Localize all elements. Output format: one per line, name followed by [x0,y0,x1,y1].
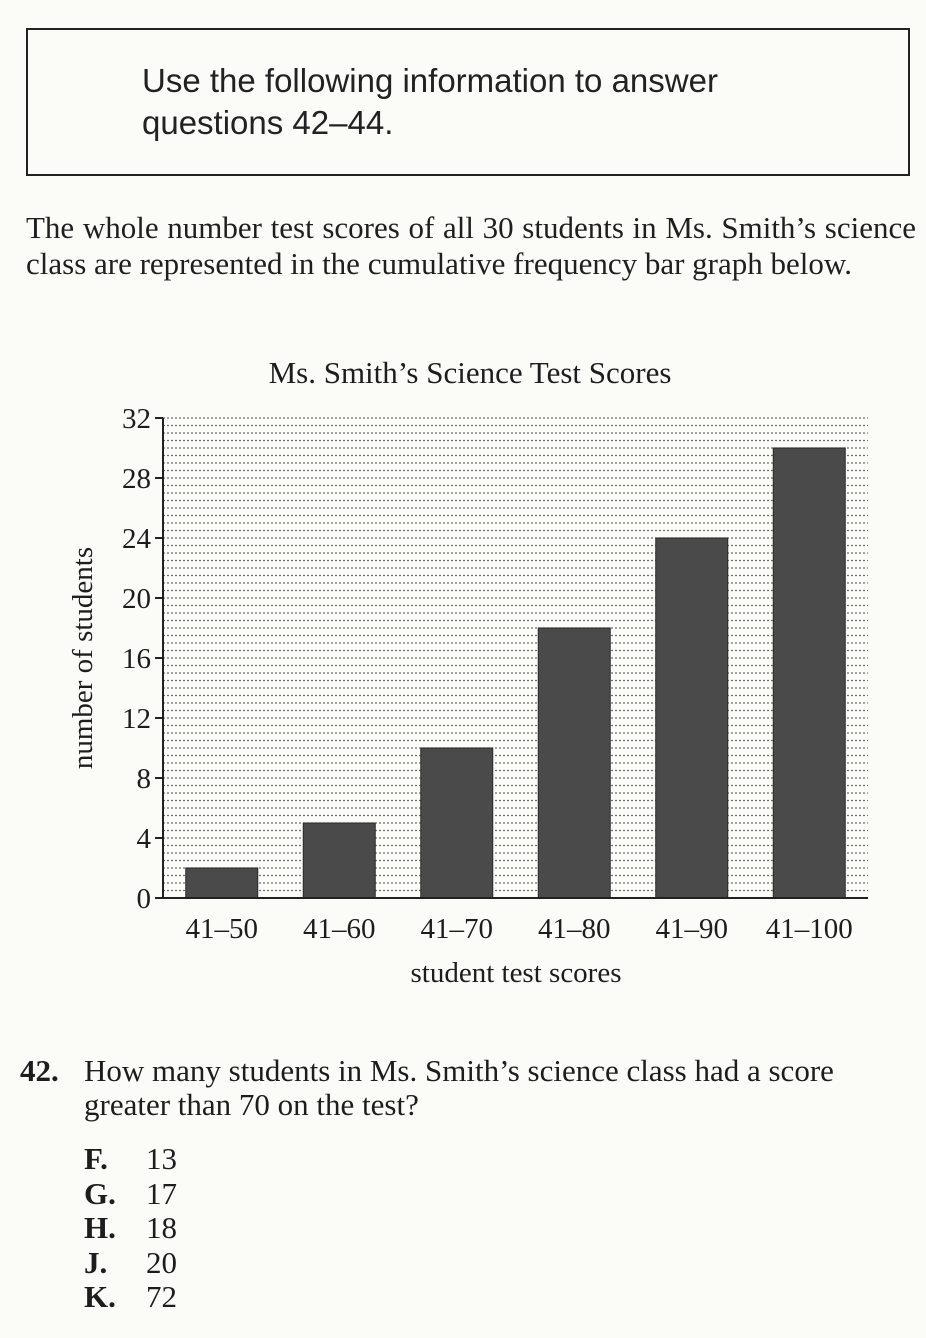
intro-paragraph: The whole number test scores of all 30 s… [26,210,916,281]
answer-choices: F. 13 G. 17 H. 18 J. 20 K. 72 [84,1142,284,1315]
chart-container: 41–50 41–60 41–70 41–80 41–90 41–100 0 4 8 12 16 20… [0,340,926,1000]
x-tick-label: 41–70 [421,913,494,945]
y-tick-label: 4 [137,823,152,855]
bar-1 [185,867,259,899]
bar-chart: 41–50 41–60 41–70 41–80 41–90 41–100 0 4 8 12 16 20… [67,355,868,989]
bar-6 [772,447,846,899]
x-tick-label: 41–80 [538,913,611,945]
y-axis-label: number of students [67,547,99,769]
y-tick-label: 24 [122,523,152,555]
choice-value: 18 [146,1210,177,1245]
y-tick-label: 20 [122,583,151,615]
choice-letter: J. [84,1244,108,1280]
choice-value: 20 [146,1244,177,1280]
choice-letter: H. [84,1210,116,1245]
choice-letter: F. [84,1141,108,1176]
info-text-line-2: questions 42–44. [142,104,394,141]
answer-choice-h[interactable]: H. 18 [84,1211,284,1246]
x-tick-label: 41–60 [303,913,376,945]
choice-value: 13 [146,1141,177,1176]
choice-value: 72 [146,1279,177,1314]
answer-choice-j[interactable]: J. 20 [84,1244,284,1281]
x-tick-label: 41–90 [656,913,729,945]
choice-letter: K. [84,1279,116,1314]
bar-4 [537,627,611,899]
answer-choice-k[interactable]: K. 72 [84,1280,284,1315]
question-text: How many students in Ms. Smith’s science… [84,1053,834,1122]
y-tick-label: 32 [122,403,151,435]
y-tick-label: 0 [137,883,152,915]
chart-title: Ms. Smith’s Science Test Scores [269,355,672,390]
y-tick-label: 12 [122,703,151,735]
choice-letter: G. [84,1175,116,1211]
x-tick-label: 41–50 [186,913,259,945]
answer-choice-g[interactable]: G. 17 [84,1175,284,1212]
y-tick-label: 8 [137,763,152,795]
question-number: 42. [20,1053,59,1088]
answer-choice-f[interactable]: F. 13 [84,1142,284,1177]
y-tick-label: 28 [122,463,151,495]
x-tick-label: 41–100 [766,913,853,945]
x-axis-label: student test scores [410,957,621,989]
info-box: Use the following information to answer … [26,28,910,176]
bar-5 [655,537,729,899]
bar-2 [302,822,376,899]
info-text-line-1: Use the following information to answer [142,62,718,99]
bar-3 [420,747,494,899]
choice-value: 17 [146,1175,177,1211]
y-tick-label: 16 [122,643,151,675]
info-text: Use the following information to answer … [142,60,842,144]
